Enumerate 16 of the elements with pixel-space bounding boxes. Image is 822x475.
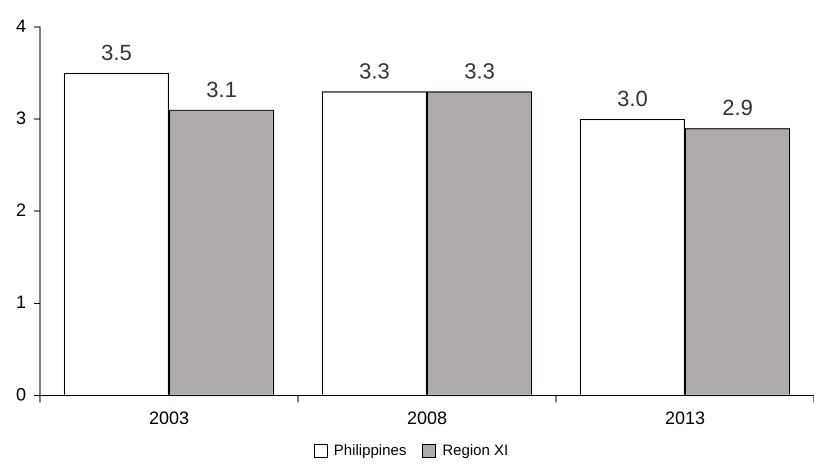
- y-tick-label: 3: [16, 108, 26, 128]
- data-label: 2.9: [722, 95, 753, 120]
- y-tick-label: 0: [16, 384, 26, 404]
- data-label: 3.1: [206, 76, 237, 102]
- x-tick-label: 2013: [664, 408, 706, 428]
- x-tick-label: 2003: [148, 408, 190, 428]
- x-tick-label: 2008: [406, 408, 448, 428]
- data-label: 3.3: [359, 58, 390, 84]
- legend-label: Philippines: [334, 442, 406, 459]
- y-tick-label: 2: [16, 200, 26, 220]
- y-tick-label: 4: [16, 16, 26, 36]
- data-label: 3.5: [101, 40, 132, 65]
- legend-label: Region XI: [442, 442, 508, 459]
- data-label: 3.3: [464, 58, 495, 84]
- y-tick-label: 1: [16, 292, 26, 312]
- data-label: 3.0: [617, 86, 648, 112]
